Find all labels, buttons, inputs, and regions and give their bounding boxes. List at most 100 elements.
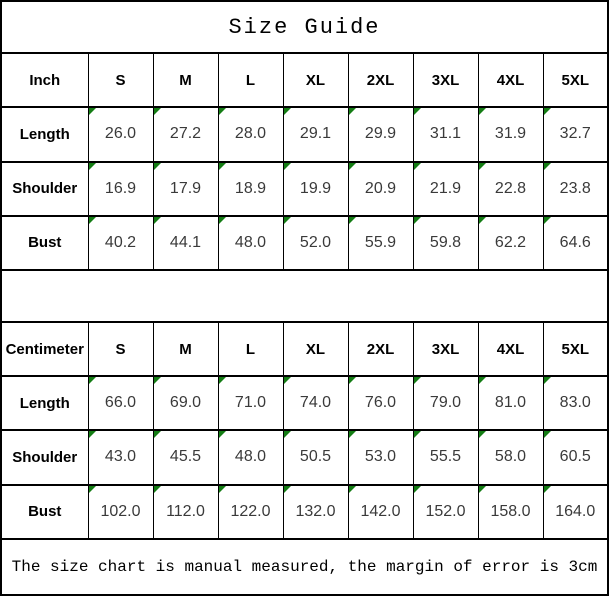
- value-cell: 50.5: [282, 429, 349, 486]
- flag-triangle-icon: [89, 486, 96, 493]
- flag-triangle-icon: [154, 432, 161, 439]
- flag-triangle-icon: [89, 217, 96, 224]
- value-cell: 164.0: [542, 483, 609, 540]
- value-text: 19.9: [299, 179, 332, 197]
- flag-triangle-icon: [219, 217, 226, 224]
- flag-triangle-icon: [414, 378, 421, 385]
- value-text: 44.1: [169, 233, 202, 251]
- value-text: 132.0: [295, 502, 336, 520]
- gap-cell: [0, 268, 609, 324]
- value-text: 58.0: [494, 448, 527, 466]
- value-cell: 31.1: [412, 106, 479, 163]
- flag-triangle-icon: [284, 217, 291, 224]
- size-header-cell: 4XL: [477, 52, 544, 109]
- size-header-cell: 3XL: [412, 321, 479, 378]
- value-cell: 40.2: [87, 214, 154, 271]
- value-text: 17.9: [169, 179, 202, 197]
- value-cell: 48.0: [217, 429, 284, 486]
- footnote-row: The size chart is manual measured, the m…: [0, 537, 609, 596]
- value-cell: 71.0: [217, 375, 284, 432]
- value-cell: 55.9: [347, 214, 414, 271]
- value-cell: 27.2: [152, 106, 219, 163]
- value-cell: 132.0: [282, 483, 349, 540]
- value-text: 158.0: [490, 502, 531, 520]
- value-cell: 152.0: [412, 483, 479, 540]
- value-text: 52.0: [299, 233, 332, 251]
- value-text: 102.0: [100, 502, 141, 520]
- size-header-cell: 2XL: [347, 321, 414, 378]
- flag-triangle-icon: [219, 486, 226, 493]
- value-text: 21.9: [429, 179, 462, 197]
- size-guide-body: Inch S M L XL 2XL 3XL 4XL 5XL Length 26.0 27.2 28.0 2…: [0, 52, 609, 540]
- value-cell: 66.0: [87, 375, 154, 432]
- row-label-cell: Length: [0, 106, 89, 163]
- value-cell: 43.0: [87, 429, 154, 486]
- flag-triangle-icon: [349, 109, 356, 116]
- size-header-cell: L: [217, 52, 284, 109]
- value-text: 48.0: [234, 448, 267, 466]
- value-cell: 58.0: [477, 429, 544, 486]
- value-text: 29.1: [299, 125, 332, 143]
- flag-triangle-icon: [219, 432, 226, 439]
- value-cell: 83.0: [542, 375, 609, 432]
- value-text: 76.0: [364, 394, 397, 412]
- row-label-cell: Bust: [0, 483, 89, 540]
- size-header-cell: M: [152, 52, 219, 109]
- flag-triangle-icon: [154, 378, 161, 385]
- value-text: 28.0: [234, 125, 267, 143]
- flag-triangle-icon: [219, 109, 226, 116]
- value-cell: 55.5: [412, 429, 479, 486]
- value-text: 69.0: [169, 394, 202, 412]
- page-title: Size Guide: [0, 0, 609, 55]
- row-label-cell: Shoulder: [0, 429, 89, 486]
- size-header-cell: 4XL: [477, 321, 544, 378]
- value-text: 79.0: [429, 394, 462, 412]
- measurement-row: Length 26.0 27.2 28.0 29.1 29.9 31.1 31.9 32.7: [0, 106, 609, 163]
- value-cell: 48.0: [217, 214, 284, 271]
- flag-triangle-icon: [414, 217, 421, 224]
- value-text: 26.0: [104, 125, 137, 143]
- value-cell: 17.9: [152, 160, 219, 217]
- value-text: 27.2: [169, 125, 202, 143]
- value-cell: 29.1: [282, 106, 349, 163]
- unit-label-cell: Centimeter: [0, 321, 89, 378]
- flag-triangle-icon: [154, 163, 161, 170]
- value-text: 50.5: [299, 448, 332, 466]
- value-text: 122.0: [230, 502, 271, 520]
- measurement-row: Bust 102.0 112.0 122.0 132.0 142.0 152.0 158.0 1…: [0, 483, 609, 540]
- value-cell: 44.1: [152, 214, 219, 271]
- value-text: 23.8: [559, 179, 591, 197]
- value-text: 64.6: [559, 233, 591, 251]
- value-cell: 79.0: [412, 375, 479, 432]
- value-text: 31.1: [429, 125, 462, 143]
- value-text: 16.9: [104, 179, 137, 197]
- value-text: 62.2: [494, 233, 527, 251]
- value-text: 18.9: [234, 179, 267, 197]
- value-cell: 29.9: [347, 106, 414, 163]
- value-text: 55.9: [364, 233, 397, 251]
- measurement-row: Length 66.0 69.0 71.0 74.0 76.0 79.0 81.0 83.0: [0, 375, 609, 432]
- value-text: 142.0: [360, 502, 401, 520]
- size-header-cell: XL: [282, 52, 349, 109]
- value-cell: 62.2: [477, 214, 544, 271]
- value-cell: 26.0: [87, 106, 154, 163]
- value-text: 112.0: [166, 502, 205, 520]
- value-text: 29.9: [364, 125, 397, 143]
- value-cell: 45.5: [152, 429, 219, 486]
- value-cell: 76.0: [347, 375, 414, 432]
- flag-triangle-icon: [414, 432, 421, 439]
- value-cell: 69.0: [152, 375, 219, 432]
- size-header-cell: S: [87, 52, 154, 109]
- value-text: 71.0: [234, 394, 267, 412]
- flag-triangle-icon: [349, 432, 356, 439]
- flag-triangle-icon: [154, 109, 161, 116]
- value-text: 40.2: [104, 233, 137, 251]
- flag-triangle-icon: [284, 163, 291, 170]
- flag-triangle-icon: [89, 163, 96, 170]
- flag-triangle-icon: [349, 217, 356, 224]
- value-text: 55.5: [429, 448, 462, 466]
- flag-triangle-icon: [89, 432, 96, 439]
- flag-triangle-icon: [154, 486, 161, 493]
- section-gap-row: [0, 268, 609, 324]
- value-cell: 28.0: [217, 106, 284, 163]
